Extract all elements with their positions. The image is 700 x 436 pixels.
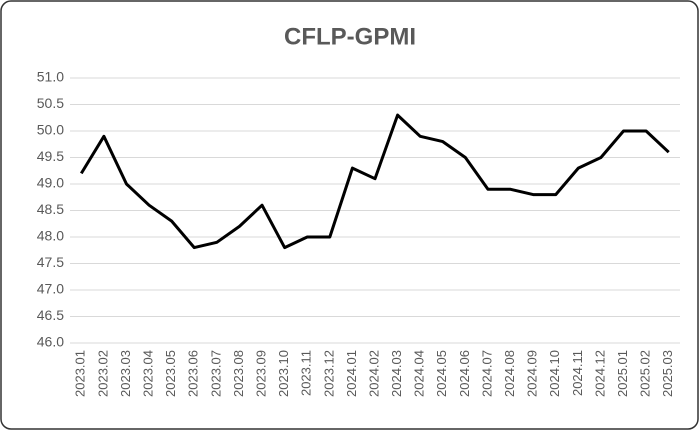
x-tick-label: 2024.01	[344, 350, 359, 397]
x-tick-label: 2023.06	[186, 350, 201, 397]
line-series	[80, 113, 670, 250]
y-tick-label: 49.0	[37, 175, 64, 191]
y-tick-label: 50.5	[37, 95, 64, 111]
x-tick-label: 2023.02	[95, 350, 110, 397]
x-tick-label: 2023.01	[73, 350, 88, 397]
y-tick-label: 50.0	[37, 122, 64, 138]
y-tick-label: 49.5	[37, 148, 64, 164]
x-tick-label: 2023.03	[118, 350, 133, 397]
y-tick-label: 48.5	[37, 201, 64, 217]
x-tick-label: 2024.08	[502, 350, 517, 397]
x-tick-label: 2024.02	[366, 350, 381, 397]
x-tick-label: 2023.10	[276, 350, 291, 397]
x-tick-label: 2023.08	[231, 350, 246, 397]
x-tick-label: 2025.01	[615, 350, 630, 397]
y-tick-label: 46.5	[37, 307, 64, 323]
y-tick-label: 46.0	[37, 334, 64, 350]
x-tick-label: 2024.10	[547, 350, 562, 397]
y-tick-label: 47.0	[37, 281, 64, 297]
x-tick-label: 2024.11	[570, 350, 585, 396]
x-tick-label: 2025.03	[660, 350, 675, 397]
x-tick-label: 2024.09	[525, 350, 540, 397]
chart-title: CFLP-GPMI	[284, 23, 416, 50]
x-tick-label: 2024.06	[457, 350, 472, 397]
x-tick-label: 2023.12	[321, 350, 336, 397]
y-tick-label: 51.0	[37, 69, 64, 85]
x-tick-label: 2023.05	[163, 350, 178, 397]
x-tick-label: 2025.02	[638, 350, 653, 397]
x-tick-label: 2024.04	[412, 350, 427, 397]
y-tick-label: 48.0	[37, 228, 64, 244]
x-tick-label: 2024.05	[434, 350, 449, 397]
x-tick-label: 2023.07	[208, 350, 223, 397]
x-tick-label: 2023.04	[141, 350, 156, 397]
x-tick-label: 2023.09	[253, 350, 268, 397]
x-tick-label: 2024.07	[479, 350, 494, 397]
x-tick-label: 2024.12	[592, 350, 607, 397]
x-tick-label: 2024.03	[389, 350, 404, 397]
y-tick-label: 47.5	[37, 254, 64, 270]
x-tick-label: 2023.11	[299, 350, 314, 396]
